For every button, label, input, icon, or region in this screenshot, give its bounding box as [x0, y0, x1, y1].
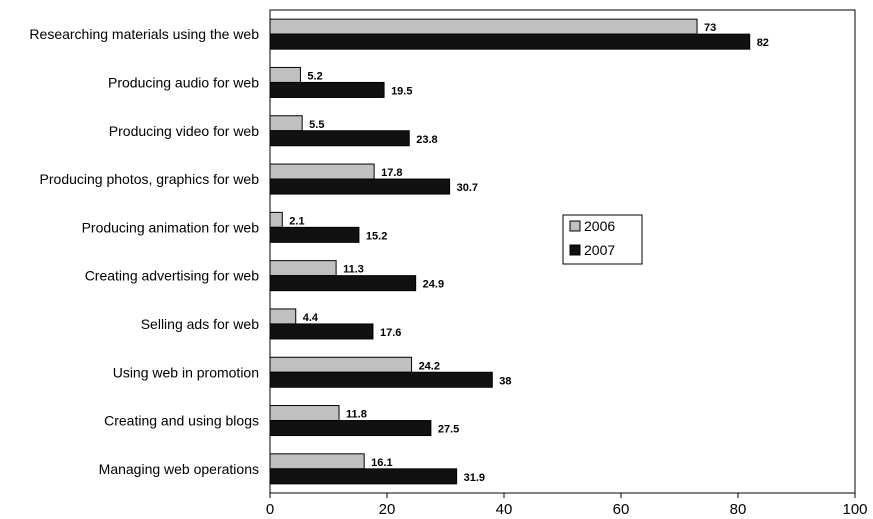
bar-2007-using-web-in-promotion: [269, 371, 493, 388]
bar-2006-producing-video-for-web: [269, 115, 303, 132]
data-label-2006-managing-web-operations: 16.1: [371, 457, 392, 469]
data-label-2007-creating-advertising-for-web: 24.9: [423, 279, 444, 291]
category-label-using-web-in-promotion: Using web in promotion: [113, 364, 259, 380]
data-label-2007-selling-ads-for-web: 17.6: [380, 327, 401, 339]
x-tick-label-20: 20: [379, 501, 396, 518]
category-label-researching-materials-using-the-web: Researching materials using the web: [29, 26, 259, 42]
x-tick-label-0: 0: [266, 501, 274, 518]
bar-2006-producing-animation-for-web: [269, 211, 283, 228]
x-tick-label-80: 80: [730, 501, 747, 518]
category-label-managing-web-operations: Managing web operations: [99, 461, 259, 477]
bar-2006-creating-advertising-for-web: [269, 260, 337, 277]
bars-group: 73 82 5.2 19.5 5.5 23.8 17.8 30.7 2.1 15.2 11.3 24.…: [269, 18, 769, 485]
data-label-2006-producing-audio-for-web: 5.2: [307, 70, 322, 82]
category-label-producing-animation-for-web: Producing animation for web: [82, 219, 260, 235]
legend-swatch-2007: [569, 244, 581, 256]
data-label-2007-managing-web-operations: 31.9: [464, 472, 485, 484]
category-label-producing-audio-for-web: Producing audio for web: [108, 74, 259, 90]
legend: 2006 2007: [562, 214, 643, 265]
bar-2006-using-web-in-promotion: [269, 356, 413, 373]
data-label-2006-selling-ads-for-web: 4.4: [303, 312, 319, 324]
legend-swatch-2006: [569, 220, 581, 232]
category-label-creating-and-using-blogs: Creating and using blogs: [104, 413, 259, 429]
legend-label-2006: 2006: [584, 218, 615, 234]
x-axis-ticks: 0 20 40 60 80 100: [266, 493, 868, 518]
bar-2007-producing-photos-graphics-for-web: [269, 178, 451, 195]
bar-2007-managing-web-operations: [269, 468, 458, 485]
data-label-2006-creating-and-using-blogs: 11.8: [346, 409, 367, 421]
bar-2007-creating-and-using-blogs: [269, 420, 432, 437]
bar-2007-researching-materials-using-the-web: [269, 33, 751, 50]
data-label-2007-using-web-in-promotion: 38: [499, 375, 511, 387]
data-label-2006-using-web-in-promotion: 24.2: [419, 360, 440, 372]
data-label-2006-producing-photos-graphics-for-web: 17.8: [381, 167, 402, 179]
data-label-2006-producing-video-for-web: 5.5: [309, 119, 324, 131]
data-label-2006-researching-materials-using-the-web: 73: [704, 22, 716, 34]
data-label-2007-researching-materials-using-the-web: 82: [757, 37, 769, 49]
bar-2007-producing-audio-for-web: [269, 81, 385, 98]
category-label-producing-video-for-web: Producing video for web: [109, 123, 259, 139]
data-label-2007-producing-photos-graphics-for-web: 30.7: [457, 182, 478, 194]
category-label-producing-photos-graphics-for-web: Producing photos, graphics for web: [40, 171, 260, 187]
data-label-2007-producing-audio-for-web: 19.5: [391, 85, 412, 97]
bar-2006-researching-materials-using-the-web: [269, 18, 698, 35]
legend-label-2007: 2007: [584, 242, 615, 258]
bar-2006-selling-ads-for-web: [269, 308, 297, 325]
bar-2006-managing-web-operations: [269, 453, 365, 470]
x-tick-label-40: 40: [496, 501, 513, 518]
bar-2007-creating-advertising-for-web: [269, 275, 417, 292]
category-labels: Researching materials using the web Produ…: [29, 26, 259, 477]
data-label-2007-producing-animation-for-web: 15.2: [366, 230, 387, 242]
bar-2007-producing-video-for-web: [269, 130, 410, 147]
x-tick-label-60: 60: [613, 501, 630, 518]
bar-2006-producing-photos-graphics-for-web: [269, 163, 375, 180]
data-label-2006-producing-animation-for-web: 2.1: [289, 215, 304, 227]
bar-2007-selling-ads-for-web: [269, 323, 374, 340]
x-tick-label-100: 100: [842, 501, 867, 518]
bar-2006-producing-audio-for-web: [269, 66, 301, 83]
category-label-selling-ads-for-web: Selling ads for web: [141, 316, 260, 332]
category-label-creating-advertising-for-web: Creating advertising for web: [85, 268, 260, 284]
bar-2006-creating-and-using-blogs: [269, 405, 340, 422]
data-label-2007-creating-and-using-blogs: 27.5: [438, 424, 459, 436]
bar-2007-producing-animation-for-web: [269, 226, 360, 243]
data-label-2006-creating-advertising-for-web: 11.3: [343, 264, 364, 276]
data-label-2007-producing-video-for-web: 23.8: [416, 134, 437, 146]
